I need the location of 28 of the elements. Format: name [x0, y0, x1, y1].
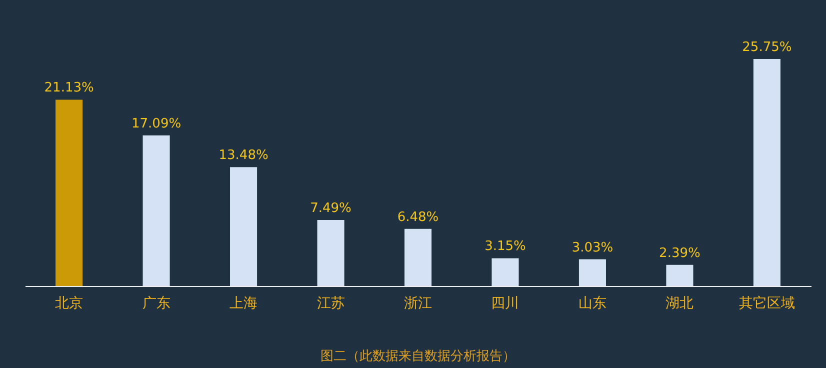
- bar: [404, 228, 432, 286]
- bar: [142, 135, 170, 286]
- text: 图二（此数据来自数据分析报告）: [320, 349, 516, 364]
- x-tick-label: 山东: [578, 296, 606, 312]
- x-tick-label: 其它区域: [738, 296, 795, 312]
- bar: [56, 100, 83, 286]
- bar: [578, 259, 606, 286]
- data-label: 3.15%: [484, 239, 526, 254]
- x-tick-label: 北京: [55, 296, 84, 312]
- data-label: 6.48%: [397, 210, 439, 225]
- bar: [666, 264, 694, 286]
- x-tick-label: 上海: [230, 296, 258, 312]
- data-label: 25.75%: [742, 40, 792, 55]
- bar: [492, 258, 519, 286]
- bar: [230, 167, 258, 286]
- x-tick-label: 四川: [491, 296, 520, 312]
- bar: [753, 59, 780, 286]
- x-tick-label: 江苏: [316, 296, 345, 312]
- data-label: 3.03%: [572, 240, 614, 256]
- data-label: 21.13%: [44, 80, 94, 96]
- x-tick-label: 广东: [142, 296, 170, 312]
- x-tick-label: 浙江: [404, 296, 432, 312]
- data-label: 2.39%: [659, 246, 700, 261]
- x-tick-label: 湖北: [666, 296, 694, 312]
- bar: [317, 220, 344, 286]
- data-label: 7.49%: [310, 200, 352, 216]
- data-label: 17.09%: [132, 116, 182, 132]
- data-label: 13.48%: [218, 148, 268, 164]
